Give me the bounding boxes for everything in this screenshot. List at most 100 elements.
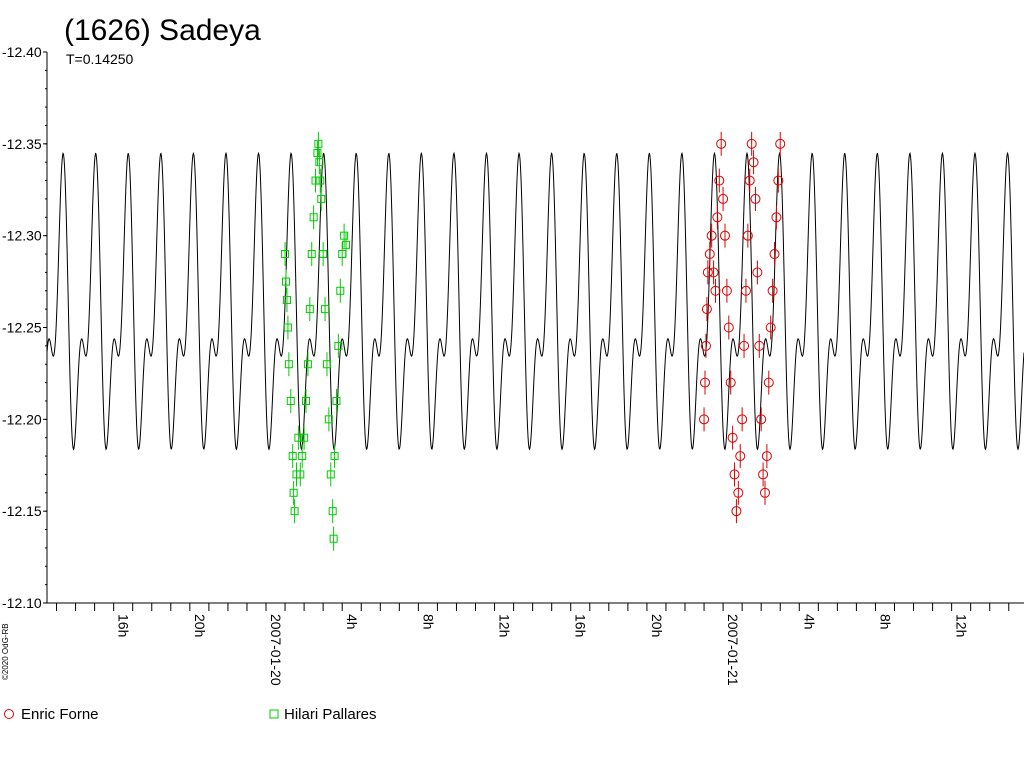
data-point bbox=[699, 377, 710, 388]
x-tick-label: 8h bbox=[420, 614, 436, 630]
data-point bbox=[721, 285, 732, 296]
legend-item-enric-forne: Enric Forne bbox=[4, 706, 99, 723]
data-point bbox=[296, 470, 305, 479]
data-point bbox=[735, 451, 746, 462]
data-point bbox=[733, 487, 744, 498]
y-tick-label: -12.35 bbox=[2, 136, 42, 152]
data-point bbox=[315, 158, 324, 167]
data-point bbox=[754, 340, 765, 351]
y-axis: -12.40 -12.35 -12.30 -12.25 -12.20 -12.15 -12.… bbox=[2, 44, 48, 611]
x-tick-label: 4h bbox=[344, 614, 360, 630]
data-point bbox=[756, 414, 767, 425]
data-point bbox=[704, 249, 715, 260]
square-marker-icon bbox=[269, 709, 279, 719]
legend-item-hilari-pallares: Hilari Pallares bbox=[269, 706, 377, 723]
data-point bbox=[313, 149, 322, 158]
x-tick-label: 2007-01-20 bbox=[268, 614, 284, 686]
data-point bbox=[763, 377, 774, 388]
data-point bbox=[752, 267, 763, 278]
x-tick-label: 4h bbox=[801, 614, 817, 630]
data-point bbox=[771, 212, 782, 223]
data-point bbox=[332, 396, 341, 405]
data-point bbox=[282, 277, 291, 286]
data-point bbox=[314, 139, 323, 148]
data-point bbox=[298, 452, 307, 461]
data-point bbox=[739, 340, 750, 351]
x-tick-label: 12h bbox=[954, 614, 970, 637]
data-point bbox=[769, 249, 780, 260]
fit-curve-line bbox=[46, 151, 1024, 451]
circle-marker-icon bbox=[4, 709, 14, 719]
y-tick-label: -12.25 bbox=[2, 320, 42, 336]
y-tick-label: -12.20 bbox=[2, 411, 42, 427]
data-point bbox=[710, 285, 721, 296]
data-point bbox=[725, 377, 736, 388]
x-axis: 16h 20h 2007-01-20 4h 8h 12h 16h 20h 2007-01-21 4… bbox=[47, 602, 1024, 686]
y-tick-label: -12.40 bbox=[2, 44, 42, 60]
data-point bbox=[316, 176, 325, 185]
data-point bbox=[723, 322, 734, 333]
data-point bbox=[702, 267, 713, 278]
data-point bbox=[746, 138, 757, 149]
data-point bbox=[307, 250, 316, 259]
data-point bbox=[342, 240, 351, 249]
data-point bbox=[744, 175, 755, 186]
data-point bbox=[340, 231, 349, 240]
data-point bbox=[740, 285, 751, 296]
data-point bbox=[284, 360, 293, 369]
data-point bbox=[761, 451, 772, 462]
y-tick-label: -12.30 bbox=[2, 228, 42, 244]
data-point bbox=[716, 138, 727, 149]
data-point bbox=[294, 433, 303, 442]
data-point bbox=[330, 452, 339, 461]
data-point bbox=[324, 415, 333, 424]
data-point bbox=[309, 213, 318, 222]
data-point bbox=[758, 469, 769, 480]
data-point bbox=[305, 305, 314, 314]
data-point bbox=[719, 230, 730, 241]
data-point bbox=[329, 534, 338, 543]
data-point bbox=[288, 452, 297, 461]
data-point bbox=[319, 250, 328, 259]
data-point bbox=[706, 230, 717, 241]
x-tick-label: 20h bbox=[192, 614, 208, 637]
data-point bbox=[328, 507, 337, 516]
fit-curve bbox=[46, 151, 1024, 451]
data-point bbox=[731, 506, 742, 517]
data-point bbox=[303, 360, 312, 369]
data-point bbox=[311, 176, 320, 185]
chart-title: (1626) Sadeya bbox=[64, 14, 261, 47]
data-point bbox=[767, 285, 778, 296]
data-point bbox=[737, 414, 748, 425]
data-point bbox=[750, 193, 761, 204]
data-point bbox=[281, 250, 290, 259]
x-tick-label: 8h bbox=[877, 614, 893, 630]
x-tick-label: 16h bbox=[573, 614, 589, 637]
x-tick-label: 16h bbox=[116, 614, 132, 637]
legend: Enric Forne Hilari Pallares bbox=[4, 706, 377, 723]
data-point bbox=[714, 175, 725, 186]
data-point bbox=[727, 432, 738, 443]
series-enric-forne bbox=[699, 131, 786, 524]
data-point bbox=[701, 304, 712, 315]
credit-text: ©2020 OdG-RB bbox=[1, 623, 10, 680]
data-point bbox=[765, 322, 776, 333]
data-point bbox=[336, 286, 345, 295]
data-point bbox=[742, 230, 753, 241]
data-point bbox=[699, 414, 710, 425]
data-point bbox=[708, 267, 719, 278]
data-point bbox=[334, 341, 343, 350]
data-point bbox=[773, 175, 784, 186]
data-point bbox=[322, 360, 331, 369]
x-tick-label: 2007-01-21 bbox=[725, 614, 741, 686]
data-series bbox=[281, 131, 786, 551]
data-point bbox=[712, 212, 723, 223]
y-tick-label: -12.10 bbox=[2, 595, 42, 611]
data-point bbox=[300, 433, 309, 442]
data-point bbox=[748, 157, 759, 168]
x-tick-label: 20h bbox=[649, 614, 665, 637]
data-point bbox=[759, 487, 770, 498]
data-point bbox=[289, 488, 298, 497]
data-point bbox=[290, 507, 299, 516]
